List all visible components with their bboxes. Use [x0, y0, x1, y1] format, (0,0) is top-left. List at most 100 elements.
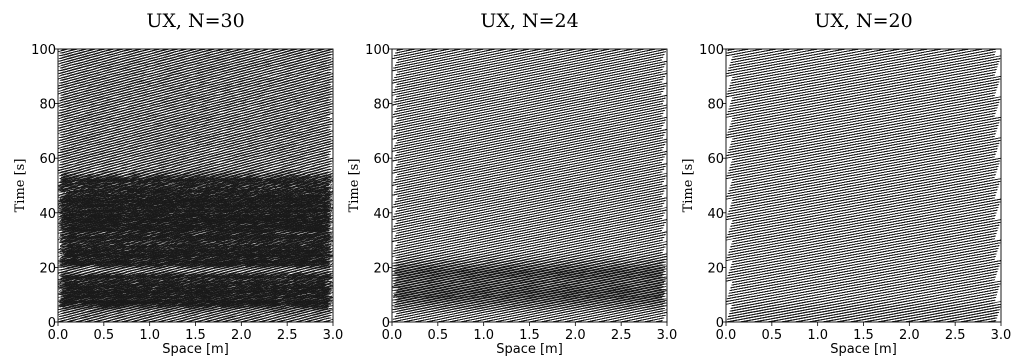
- trajectory-line: [731, 194, 996, 245]
- trajectory-line: [394, 156, 664, 215]
- trajectory-line: [728, 49, 832, 69]
- x-axis-label: Space [m]: [830, 342, 897, 357]
- trajectory-line: [393, 56, 664, 115]
- trajectory-line: [728, 201, 1001, 253]
- trajectory-line: [398, 196, 662, 253]
- trajectory-line: [726, 49, 983, 98]
- trajectory-line: [726, 49, 749, 54]
- trajectory-line: [58, 179, 328, 253]
- trajectory-line: [394, 134, 664, 193]
- trajectory-line: [392, 239, 663, 298]
- trajectory-line: [731, 174, 996, 225]
- trajectory-line: [60, 213, 332, 286]
- trajectory-line: [60, 49, 86, 57]
- trajectory-line: [483, 283, 665, 322]
- trajectory-line: [59, 51, 333, 126]
- trajectory-line: [730, 260, 1001, 312]
- x-tick-label: 2.5: [277, 328, 298, 343]
- trajectory-line: [732, 69, 997, 119]
- trajectory-line: [62, 49, 78, 54]
- x-tick-label: 2.0: [231, 328, 252, 343]
- trajectory-line: [58, 234, 333, 308]
- trajectory-line: [731, 215, 996, 266]
- y-tick-label: 20: [373, 261, 390, 276]
- trajectory-line: [726, 104, 999, 156]
- trajectory-line: [149, 273, 328, 322]
- trajectory-line: [392, 49, 496, 72]
- trajectory-line: [461, 279, 662, 322]
- chart-panel-1: 0.0 0.5 1.0 1.5 2.0 2.5 3.0 0 20 40 60 80 100 UX, N=3…: [13, 10, 343, 357]
- trajectory-line: [730, 197, 995, 248]
- trajectory-line: [729, 219, 1001, 271]
- chart-panel-2: 0.0 0.5 1.0 1.5 2.0 2.5 3.0 0 20 40 60 80 100 UX, N=2…: [347, 10, 677, 357]
- trajectory-line: [122, 267, 330, 322]
- trajectory-line: [726, 247, 999, 300]
- trajectory-line: [61, 168, 331, 246]
- trajectory-line: [84, 258, 329, 322]
- y-tick-label: 0: [48, 316, 56, 331]
- trajectory-line: [730, 176, 995, 227]
- trajectory-line: [396, 163, 667, 222]
- trajectory-line: [726, 84, 999, 136]
- trajectory-line: [728, 119, 1001, 171]
- trajectory-line: [394, 122, 665, 181]
- y-tick-label: 0: [382, 316, 390, 331]
- trajectory-line: [60, 163, 330, 241]
- trajectory-line: [58, 96, 331, 171]
- trajectory-line: [414, 269, 660, 322]
- trajectory-line: [891, 302, 994, 322]
- trajectory-line: [62, 252, 332, 321]
- trajectory-line: [58, 144, 329, 220]
- trajectory-line: [398, 71, 661, 129]
- trajectory-line: [58, 49, 151, 74]
- trajectory-line: [313, 317, 332, 322]
- trajectory-line: [212, 290, 331, 322]
- trajectory-line: [58, 59, 330, 134]
- trajectory-line: [733, 209, 998, 260]
- trajectory-line: [394, 112, 664, 171]
- trajectory-line: [726, 145, 999, 197]
- trajectory-line: [393, 90, 664, 149]
- trajectory-line: [58, 49, 204, 89]
- trajectory-line: [58, 227, 331, 301]
- trajectory-line: [727, 63, 999, 115]
- trajectory-line: [729, 157, 1001, 210]
- x-tick-label: 1.0: [473, 328, 494, 343]
- trajectory-line: [60, 181, 330, 259]
- trajectory-line: [395, 49, 519, 76]
- trajectory-line: [393, 171, 663, 230]
- x-tick-label: 2.0: [899, 328, 920, 343]
- trajectory-line: [728, 58, 1001, 110]
- trajectory-line: [398, 242, 661, 300]
- trajectory-line: [947, 312, 998, 322]
- trajectory-line: [60, 166, 331, 244]
- trajectory-line: [728, 140, 1000, 192]
- trajectory-line: [727, 183, 1000, 235]
- trajectory-line: [729, 49, 928, 87]
- trajectory-line: [426, 271, 666, 322]
- trajectory-line: [58, 198, 330, 274]
- trajectory-line: [58, 196, 332, 271]
- trajectory-line: [60, 49, 96, 59]
- trajectory-line: [396, 187, 666, 246]
- trajectory-line: [727, 49, 956, 92]
- trajectory-line: [729, 200, 994, 251]
- trajectory-line: [393, 219, 667, 279]
- trajectory-line: [61, 160, 332, 237]
- trajectory-line: [730, 74, 995, 125]
- trajectory-line: [63, 49, 315, 118]
- trajectory-line: [397, 151, 667, 210]
- trajectory-line: [60, 49, 242, 99]
- trajectory-line: [395, 131, 666, 190]
- trajectory-line: [58, 241, 330, 313]
- trajectory-line: [396, 215, 663, 274]
- trajectory-line: [754, 276, 996, 322]
- trajectory-line: [767, 279, 995, 322]
- y-tick-label: 0: [716, 316, 724, 331]
- trajectory-line: [60, 105, 333, 181]
- trajectory-line: [61, 202, 331, 276]
- trajectory-line: [732, 130, 997, 181]
- trajectory-line: [397, 253, 667, 312]
- trajectory-line: [61, 71, 332, 145]
- trajectory-line: [63, 49, 213, 91]
